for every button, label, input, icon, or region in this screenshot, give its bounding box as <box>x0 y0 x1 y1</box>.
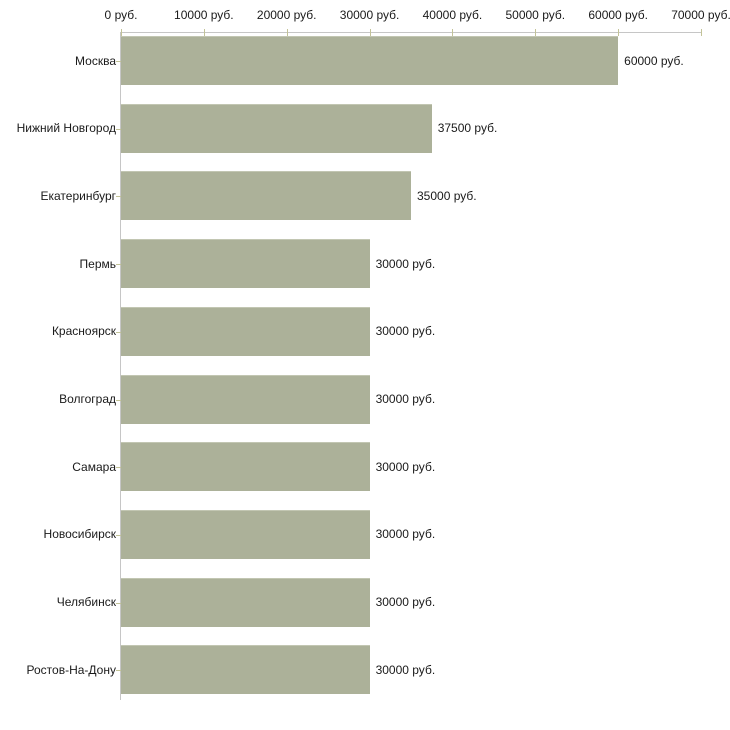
category-label: Екатеринбург <box>40 188 117 203</box>
x-axis-tick <box>369 29 371 36</box>
x-axis-tick-label: 30000 руб. <box>339 8 400 22</box>
value-label: 30000 руб. <box>375 392 436 406</box>
category-tick <box>116 264 121 266</box>
bar <box>121 36 619 85</box>
x-axis-tick-label: 50000 руб. <box>505 8 566 22</box>
category-tick <box>116 399 121 401</box>
x-axis-tick <box>203 29 205 36</box>
category-tick <box>116 128 121 130</box>
x-axis-tick <box>618 29 620 36</box>
category-label: Самара <box>72 459 116 474</box>
bar <box>121 103 432 153</box>
bar <box>121 442 370 492</box>
category-label: Челябинск <box>56 595 116 610</box>
x-axis-tick <box>701 29 702 36</box>
category-tick <box>116 196 121 198</box>
x-axis-tick <box>121 29 122 36</box>
x-axis-tick-label: 40000 руб. <box>422 8 483 22</box>
x-axis-tick-label: 10000 руб. <box>174 8 234 22</box>
value-label: 30000 руб. <box>375 324 436 339</box>
value-label: 30000 руб. <box>375 256 436 271</box>
x-axis-tick-label: 0 руб. <box>104 8 138 22</box>
bar <box>121 509 370 559</box>
category-tick <box>116 602 121 604</box>
bar <box>121 577 370 627</box>
bar <box>121 374 370 424</box>
x-axis-tick-label: 20000 руб. <box>256 8 317 22</box>
value-label: 30000 руб. <box>375 662 436 677</box>
bar <box>121 306 370 356</box>
value-label: 35000 руб. <box>417 188 477 203</box>
category-tick <box>116 467 121 469</box>
value-label: 30000 руб. <box>375 527 436 542</box>
category-tick <box>116 670 121 672</box>
category-label: Нижний Новгород <box>16 121 116 136</box>
category-tick <box>116 534 121 536</box>
x-axis-tick-label: 60000 руб. <box>588 8 648 22</box>
bar <box>121 171 411 221</box>
category-label: Ростов-На-Дону <box>26 662 116 677</box>
value-label: 60000 руб. <box>624 53 684 68</box>
value-label: 37500 руб. <box>437 121 498 136</box>
category-label: Волгоград <box>59 392 116 406</box>
category-label: Пермь <box>79 256 116 271</box>
bar <box>121 645 370 695</box>
category-label: Москва <box>75 53 116 68</box>
category-tick <box>116 331 121 333</box>
category-label: Красноярск <box>51 324 116 339</box>
x-axis-line <box>121 32 701 33</box>
x-axis-tick <box>286 29 288 36</box>
value-label: 30000 руб. <box>375 595 436 610</box>
x-axis-tick-label: 70000 руб. <box>671 8 730 22</box>
value-label: 30000 руб. <box>375 459 436 474</box>
bar <box>121 239 370 289</box>
x-axis-tick <box>452 29 454 36</box>
category-label: Новосибирск <box>43 527 116 542</box>
x-axis-tick <box>535 29 537 36</box>
category-tick <box>116 61 121 62</box>
y-axis-line <box>120 32 121 700</box>
